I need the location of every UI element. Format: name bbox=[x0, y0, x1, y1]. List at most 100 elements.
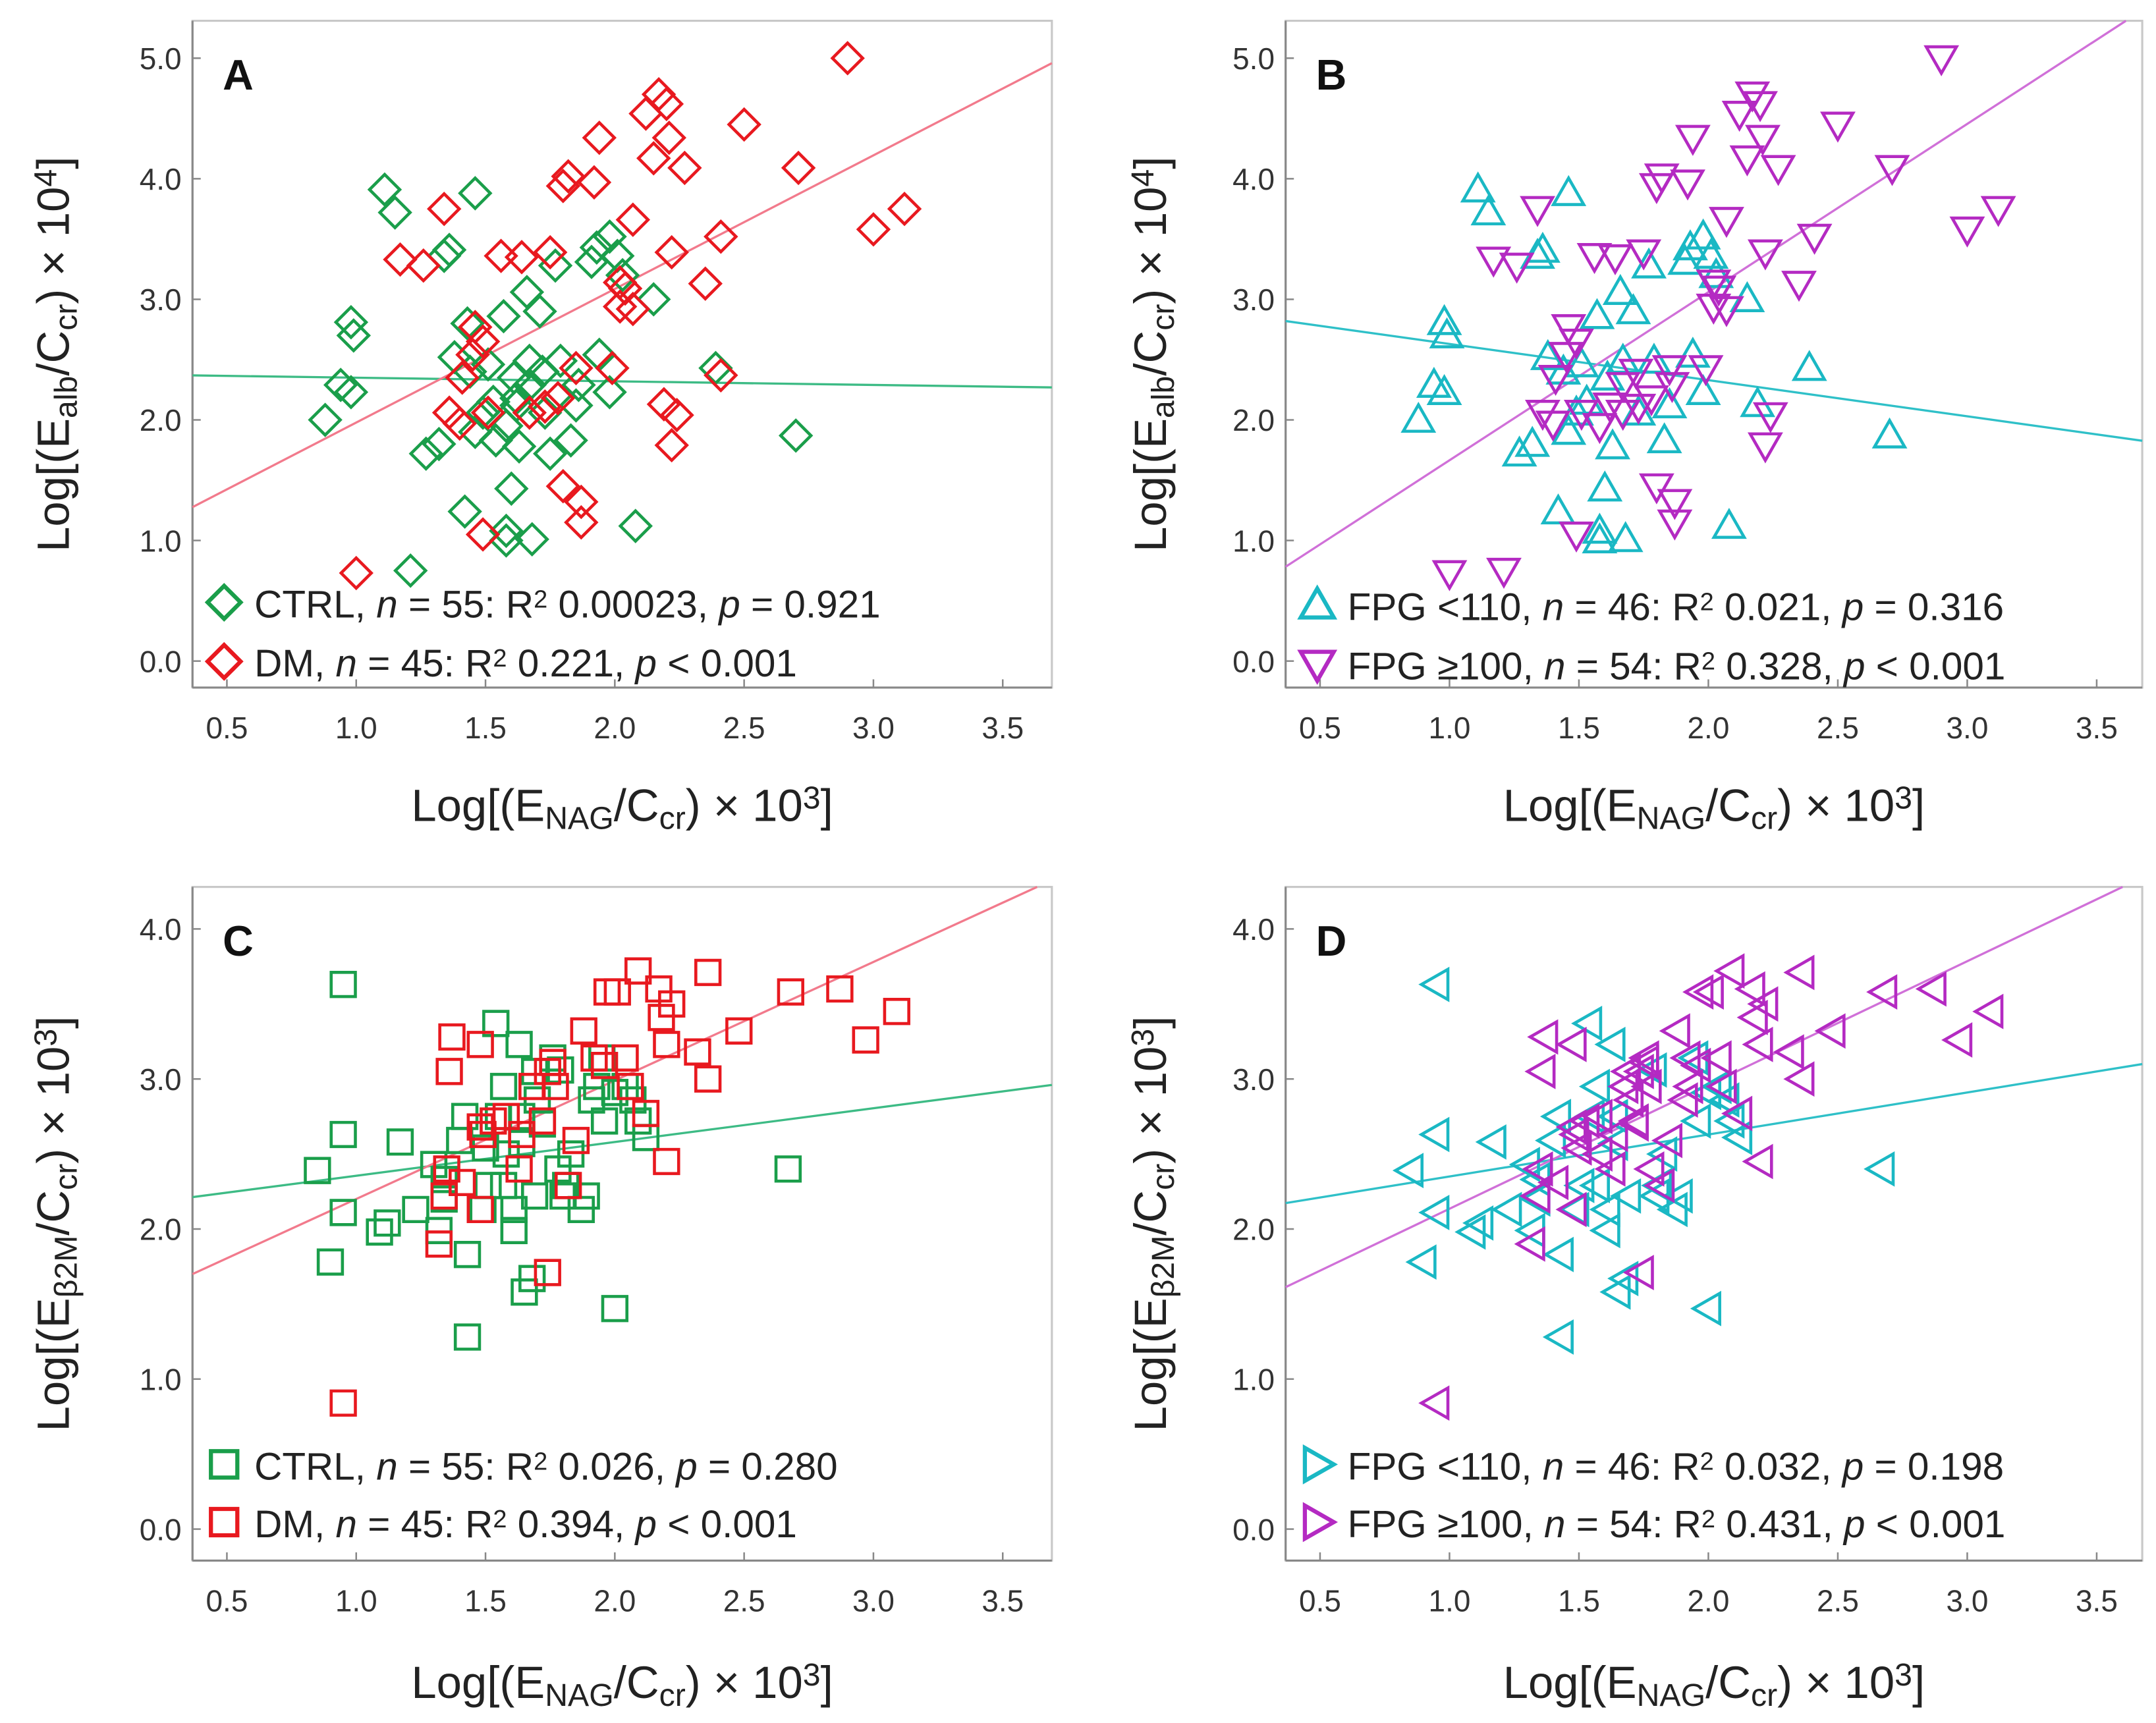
data-point bbox=[1429, 317, 1465, 348]
data-point bbox=[508, 1120, 536, 1149]
data-point bbox=[1742, 1026, 1773, 1062]
data-point bbox=[590, 1107, 619, 1135]
data-point bbox=[367, 172, 402, 207]
x-tick-label: 1.0 bbox=[335, 1584, 377, 1618]
data-point bbox=[1674, 337, 1711, 368]
legend-marker-icon bbox=[1297, 584, 1338, 620]
data-point bbox=[1618, 358, 1654, 390]
data-point bbox=[1460, 171, 1496, 203]
data-point bbox=[1527, 1019, 1559, 1055]
data-point bbox=[1475, 1124, 1506, 1160]
label-superscript: 3 bbox=[1894, 1657, 1912, 1693]
x-tick-label: 0.5 bbox=[206, 711, 248, 745]
data-point bbox=[1721, 101, 1757, 132]
data-point bbox=[611, 1044, 639, 1072]
data-point bbox=[528, 1107, 557, 1135]
data-point bbox=[1587, 470, 1623, 502]
legend-part: , bbox=[1821, 1445, 1842, 1488]
legend-group-name: CTRL bbox=[254, 1445, 355, 1488]
legend-part bbox=[773, 583, 784, 626]
data-point bbox=[694, 1065, 722, 1093]
data-point bbox=[474, 1172, 502, 1199]
label-subscript: cr bbox=[48, 304, 84, 331]
legend-part: , bbox=[614, 642, 635, 685]
data-point bbox=[1520, 196, 1555, 227]
data-point bbox=[777, 978, 804, 1006]
data-point bbox=[489, 1072, 518, 1101]
data-point bbox=[329, 1120, 357, 1149]
legend-n-symbol: n bbox=[336, 1503, 358, 1546]
y-tick-label: 3.0 bbox=[140, 283, 182, 317]
label-superscript: 3 bbox=[1125, 1029, 1161, 1047]
legend-part: , bbox=[698, 583, 719, 626]
data-point bbox=[578, 1086, 605, 1114]
y-tick-label: 0.0 bbox=[140, 644, 182, 678]
legend-n-value: 54 bbox=[1609, 1503, 1652, 1546]
legend-p-symbol: p bbox=[675, 1445, 698, 1488]
data-point bbox=[704, 358, 738, 393]
legend-n-symbol: n bbox=[1543, 1445, 1564, 1488]
data-point bbox=[1568, 1103, 1600, 1139]
label-part: /C bbox=[614, 780, 659, 831]
label-part: ] bbox=[1125, 1016, 1176, 1029]
data-point bbox=[336, 318, 372, 353]
legend-part bbox=[1866, 1503, 1876, 1546]
data-point bbox=[1539, 1099, 1572, 1135]
data-point bbox=[659, 398, 694, 433]
legend-part: : R bbox=[484, 583, 534, 626]
legend-part bbox=[1898, 1503, 1909, 1546]
panel-letter: B bbox=[1316, 51, 1347, 99]
data-point bbox=[450, 306, 485, 341]
y-tick-label: 4.0 bbox=[140, 912, 182, 946]
legend-part: : R bbox=[444, 1503, 493, 1546]
legend-r2-value: 0.328 bbox=[1726, 645, 1822, 688]
label-subscript: NAG bbox=[545, 1678, 613, 1713]
x-tick-label: 2.0 bbox=[594, 711, 636, 745]
data-point bbox=[1736, 999, 1768, 1035]
x-tick-label: 1.5 bbox=[464, 1584, 507, 1618]
data-point bbox=[1711, 508, 1747, 539]
data-point bbox=[377, 195, 412, 230]
legend-p-symbol: p bbox=[634, 1503, 657, 1546]
data-point bbox=[1705, 1068, 1737, 1105]
legend-part bbox=[1864, 586, 1874, 629]
data-point bbox=[484, 238, 518, 273]
legend-n-value: 54 bbox=[1609, 645, 1652, 688]
label-subscript: cr bbox=[659, 1678, 686, 1713]
legend-entry: CTRL, n = 55: R2 0.00023, p = 0.921 bbox=[254, 583, 880, 626]
data-point bbox=[520, 1182, 549, 1210]
legend-r2-value: 0.032 bbox=[1725, 1445, 1821, 1488]
label-part: ) × 10 bbox=[1777, 780, 1894, 831]
legend-part bbox=[690, 1503, 700, 1546]
data-point bbox=[1597, 244, 1633, 275]
data-point bbox=[1972, 993, 2004, 1029]
legend-part: , bbox=[1521, 586, 1542, 629]
data-point bbox=[1597, 1116, 1628, 1153]
legend-part bbox=[1715, 1503, 1726, 1546]
data-point bbox=[561, 368, 596, 402]
legend-r2-value: 0.431 bbox=[1726, 1503, 1822, 1546]
data-point bbox=[624, 957, 652, 985]
legend-r2-exponent: 2 bbox=[534, 1448, 547, 1475]
legend-part: , bbox=[614, 1503, 635, 1546]
y-tick-label: 2.0 bbox=[1232, 403, 1275, 437]
y-tick-label: 0.0 bbox=[1232, 644, 1275, 678]
data-point bbox=[383, 242, 418, 277]
x-axis-label: Log[(ENAG/Ccr) × 103] bbox=[411, 780, 833, 836]
data-point bbox=[570, 1017, 597, 1045]
data-point bbox=[684, 1038, 711, 1066]
data-point bbox=[494, 471, 529, 506]
data-point bbox=[1692, 974, 1724, 1010]
data-point bbox=[470, 395, 506, 430]
legend-r2-exponent: 2 bbox=[1701, 1506, 1715, 1533]
data-point bbox=[505, 1031, 533, 1058]
legend-part bbox=[1714, 586, 1725, 629]
x-tick-label: 1.5 bbox=[1558, 1584, 1600, 1618]
data-point bbox=[1783, 1061, 1815, 1097]
data-point bbox=[420, 1151, 448, 1178]
legend-marker-icon bbox=[209, 1506, 240, 1538]
data-point bbox=[1470, 194, 1506, 226]
data-point bbox=[1915, 971, 1947, 1007]
legend-part bbox=[657, 1503, 667, 1546]
data-point bbox=[1626, 239, 1662, 271]
